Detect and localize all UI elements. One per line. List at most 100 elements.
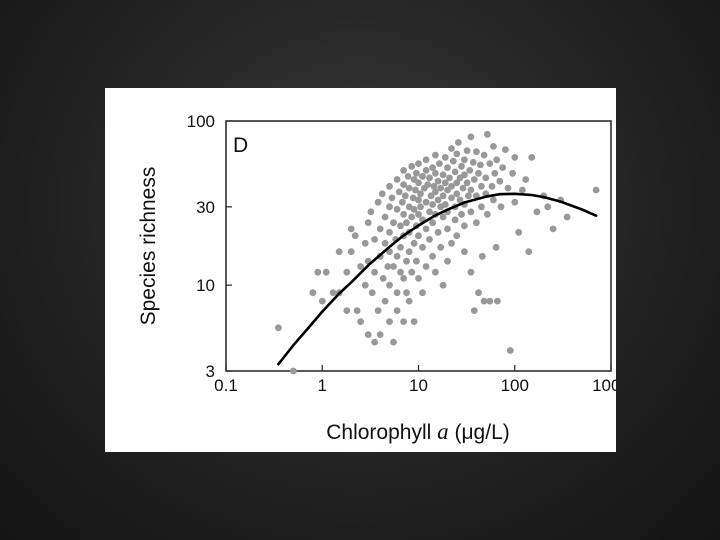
data-point (422, 167, 430, 174)
data-point (390, 338, 397, 346)
data-point (351, 232, 359, 240)
data-point (453, 150, 461, 158)
data-point (400, 210, 407, 218)
data-point (403, 257, 410, 265)
figure-panel: 0.1 1 10 100 1000 3 10 30 100 D Species richnes… (105, 88, 616, 452)
data-point (432, 151, 439, 159)
scatter-chart: 0.1 1 10 100 1000 3 10 30 100 D Species richnes… (137, 112, 616, 444)
data-point (511, 198, 519, 206)
data-point (519, 186, 526, 194)
data-point (475, 169, 482, 177)
data-point (415, 232, 422, 240)
data-point (371, 268, 378, 276)
data-point (371, 236, 378, 243)
data-point (357, 263, 364, 270)
data-point (426, 236, 433, 243)
data-point (463, 179, 471, 187)
data-point (437, 184, 445, 192)
data-point (497, 203, 505, 211)
data-point (422, 225, 430, 233)
data-point (384, 263, 392, 270)
data-point (522, 176, 530, 183)
data-point (502, 146, 509, 153)
data-point (448, 182, 455, 190)
data-point (386, 318, 393, 325)
data-point (429, 164, 436, 171)
data-point (424, 181, 432, 188)
data-point (413, 169, 420, 177)
data-point (397, 268, 404, 276)
data-point (436, 160, 443, 167)
data-point (473, 219, 480, 227)
data-point (504, 184, 512, 192)
data-point (393, 176, 401, 183)
data-point (449, 157, 457, 165)
data-point (415, 275, 422, 282)
data-point (441, 201, 449, 208)
data-point (386, 203, 393, 211)
data-point (461, 156, 468, 164)
data-point (405, 184, 413, 192)
data-point (347, 248, 355, 256)
data-point (318, 297, 326, 305)
data-point (486, 297, 494, 305)
data-point (467, 268, 475, 276)
data-point (400, 181, 407, 188)
data-point (453, 179, 461, 187)
data-point (448, 194, 455, 202)
data-point (381, 239, 389, 247)
data-point (422, 198, 430, 206)
data-point (441, 179, 449, 187)
data-point (484, 210, 491, 218)
panel-label: D (233, 134, 248, 157)
data-point (404, 173, 412, 180)
data-point (492, 243, 500, 251)
data-point (491, 169, 499, 177)
x-tick-label: 100 (501, 376, 529, 395)
data-point (378, 190, 386, 198)
data-point (422, 263, 430, 270)
data-point (376, 331, 384, 338)
data-point (374, 198, 382, 206)
data-point (329, 289, 337, 297)
data-point (455, 139, 462, 146)
data-point (386, 182, 393, 190)
data-point (434, 196, 442, 204)
data-point (374, 307, 382, 314)
data-point (451, 216, 459, 224)
data-points (275, 130, 600, 375)
x-axis-label: Chlorophyll a (μg/L) (326, 419, 510, 444)
data-point (480, 297, 488, 305)
data-point (437, 243, 445, 251)
data-point (343, 307, 351, 314)
data-point (289, 367, 297, 375)
data-point (309, 289, 317, 297)
y-tick-label: 10 (196, 276, 215, 295)
data-point (381, 297, 389, 305)
data-point (410, 205, 418, 213)
data-point (463, 147, 471, 154)
data-point (408, 268, 416, 276)
data-point (405, 248, 413, 256)
data-point (395, 188, 403, 196)
data-point (381, 213, 389, 221)
data-point (401, 192, 409, 200)
data-point (475, 289, 482, 297)
data-point (461, 222, 468, 230)
y-tick-label: 100 (187, 112, 215, 131)
data-point (458, 210, 465, 218)
data-point (511, 154, 519, 161)
data-point (410, 318, 418, 325)
data-point (364, 331, 372, 338)
data-point (549, 225, 557, 233)
data-point (470, 176, 478, 183)
data-point (453, 190, 461, 198)
data-point (484, 130, 491, 138)
x-axis-label-suffix: (μg/L) (449, 421, 510, 444)
data-point (386, 228, 393, 236)
data-point (419, 173, 426, 180)
data-point (412, 186, 419, 194)
data-point (275, 324, 282, 332)
data-point (422, 156, 430, 164)
plot-frame (225, 120, 612, 372)
